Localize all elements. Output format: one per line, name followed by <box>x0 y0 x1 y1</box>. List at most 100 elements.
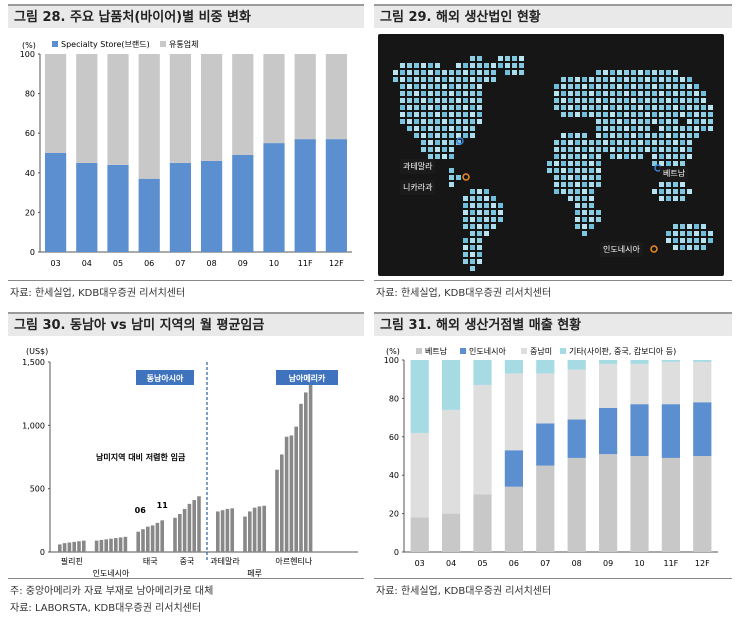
wage-bar <box>284 436 289 552</box>
map-land-dot <box>687 189 692 194</box>
map-land-dot <box>666 77 671 82</box>
map-land-dot <box>701 238 706 243</box>
group-label: 인도네시아 <box>93 568 130 578</box>
bar-retail <box>232 54 254 155</box>
panel-figure-31: 그림 31. 해외 생산거점별 매출 현황 (%) 베트남 인도네시아 중남미 기타(사… <box>374 312 732 624</box>
y-tick-label: 20 <box>389 510 399 519</box>
map-land-dot <box>554 140 559 145</box>
map-land-dot <box>645 77 650 82</box>
map-land-dot <box>449 105 454 110</box>
wage-bar <box>182 508 187 552</box>
map-land-dot <box>463 105 468 110</box>
figure-29-source: 자료: 한세실업, KDB대우증권 리서치센터 <box>376 288 552 299</box>
map-land-dot <box>624 77 629 82</box>
y-unit-label: (%) <box>22 41 36 50</box>
map-land-dot <box>589 175 594 180</box>
map-land-dot <box>484 77 489 82</box>
map-land-dot <box>484 210 489 215</box>
map-land-dot <box>512 70 517 75</box>
map-land-dot <box>645 147 650 152</box>
map-land-dot <box>589 217 594 222</box>
map-land-dot <box>680 245 685 250</box>
map-land-dot <box>652 91 657 96</box>
map-land-dot <box>575 224 580 229</box>
map-land-dot <box>428 63 433 68</box>
map-land-dot <box>442 140 447 145</box>
map-land-dot <box>638 112 643 117</box>
map-land-dot <box>659 84 664 89</box>
map-land-dot <box>575 105 580 110</box>
bar-segment <box>661 404 681 458</box>
map-land-dot <box>617 98 622 103</box>
map-land-dot <box>470 203 475 208</box>
year-label-11: 11 <box>157 501 169 510</box>
map-land-dot <box>477 56 482 61</box>
map-land-dot <box>575 147 580 152</box>
map-land-dot <box>617 126 622 131</box>
legend-swatch-specialty <box>52 41 58 47</box>
wage-bar <box>248 511 252 552</box>
map-land-dot <box>449 168 454 173</box>
map-land-dot <box>456 98 461 103</box>
map-land-dot <box>659 77 664 82</box>
map-land-dot <box>470 70 475 75</box>
map-land-dot <box>435 98 440 103</box>
region-box-sa <box>276 370 338 385</box>
map-land-dot <box>428 133 433 138</box>
map-land-dot <box>610 126 615 131</box>
map-land-dot <box>687 238 692 243</box>
map-land-dot <box>414 105 419 110</box>
map-land-dot <box>596 91 601 96</box>
map-land-dot <box>680 189 685 194</box>
map-land-dot <box>435 140 440 145</box>
map-land-dot <box>463 119 468 124</box>
map-land-dot <box>575 98 580 103</box>
bar-segment <box>567 419 586 458</box>
map-land-dot <box>484 203 489 208</box>
map-land-dot <box>582 175 587 180</box>
map-land-dot <box>470 210 475 215</box>
map-land-dot <box>652 112 657 117</box>
map-land-dot <box>470 133 475 138</box>
map-land-dot <box>407 112 412 117</box>
map-land-dot <box>477 70 482 75</box>
map-land-dot <box>407 84 412 89</box>
map-land-dot <box>666 70 671 75</box>
wage-bar <box>280 454 284 552</box>
map-land-dot <box>421 112 426 117</box>
map-land-dot <box>414 70 419 75</box>
map-land-dot <box>659 182 664 187</box>
map-land-dot <box>470 238 475 243</box>
bar-segment <box>410 360 429 433</box>
chart-31: (%) 베트남 인도네시아 중남미 기타(사이판, 중국, 캄보디아 등) 0 20 40 60… <box>384 346 718 568</box>
map-land-dot <box>456 175 461 180</box>
map-land-dot <box>673 105 678 110</box>
map-land-dot <box>477 217 482 222</box>
map-land-dot <box>477 84 482 89</box>
map-land-dot <box>596 175 601 180</box>
map-land-dot <box>456 112 461 117</box>
map-land-dot <box>624 84 629 89</box>
bar-segment <box>661 457 681 552</box>
map-land-dot <box>442 91 447 96</box>
x-tick-label: 04 <box>82 259 92 268</box>
map-land-dot <box>491 224 496 229</box>
wage-bar <box>77 541 81 552</box>
map-land-dot <box>610 154 615 159</box>
bar-specialty <box>325 139 348 252</box>
map-land-dot <box>638 140 643 145</box>
group-label: 필리핀 <box>61 556 83 566</box>
map-land-dot <box>582 91 587 96</box>
map-land-dot <box>694 105 699 110</box>
map-land-dot <box>414 112 419 117</box>
wage-bar <box>192 500 196 552</box>
map-land-dot <box>428 126 433 131</box>
map-land-dot <box>701 245 706 250</box>
panel-figure-29: 그림 29. 해외 생산법인 현황 과테말라 니카라과 베트남 인도네시아 자료… <box>374 4 732 304</box>
map-land-dot <box>470 84 475 89</box>
map-land-dot <box>491 210 496 215</box>
bar-segment <box>598 408 618 455</box>
map-land-dot <box>596 105 601 110</box>
x-tick-label: 07 <box>175 259 185 268</box>
map-land-dot <box>435 70 440 75</box>
